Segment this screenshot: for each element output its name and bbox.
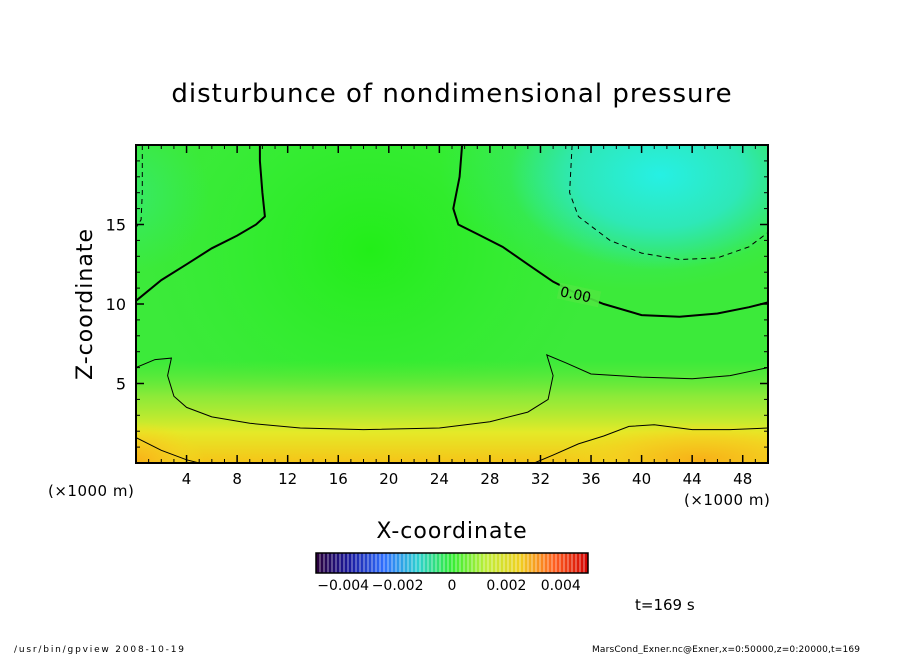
x-axis-label: X-coordinate <box>376 519 527 544</box>
field-negative-core <box>510 145 768 270</box>
x-unit-right: (×1000 m) <box>684 491 770 509</box>
field-hot-left <box>136 422 205 463</box>
time-label: t=169 s <box>635 596 695 614</box>
x-tick-label: 16 <box>329 470 348 488</box>
x-tick-label: 24 <box>430 470 449 488</box>
colorbar-tick-labels: −0.004 −0.002 0 0.002 0.004 <box>317 578 581 594</box>
colorbar-tick-label: 0.002 <box>486 578 526 594</box>
y-tick-label: 5 <box>116 375 126 394</box>
colorbar-tick-label: 0.004 <box>541 578 581 594</box>
x-unit-left: (×1000 m) <box>48 482 134 500</box>
contour-lines <box>136 145 768 463</box>
x-tick-label: 12 <box>278 470 297 488</box>
x-tick-label: 28 <box>480 470 499 488</box>
field-hot-right <box>560 422 768 463</box>
x-tick-label: 32 <box>531 470 550 488</box>
colorbar-frame <box>315 552 589 574</box>
plot-area: 0.00 <box>136 145 768 463</box>
contour-line <box>569 145 768 261</box>
contour-label: 0.00 <box>559 284 593 306</box>
x-tick-label: 4 <box>182 470 192 488</box>
x-tick-label: 48 <box>733 470 752 488</box>
x-tick-label: 36 <box>581 470 600 488</box>
contour-line <box>136 437 200 463</box>
colorbar-bins <box>319 553 585 573</box>
x-tick-label: 44 <box>683 470 702 488</box>
contour-line <box>136 145 266 302</box>
colorbar-tick-label: 0 <box>448 578 457 594</box>
colorbar: −0.004 −0.002 0 0.002 0.004 <box>315 552 589 594</box>
x-tick-label: 40 <box>632 470 651 488</box>
colorbar-tick-label: −0.004 <box>317 578 369 594</box>
field-left-halo <box>136 145 210 274</box>
y-axis-label: Z-coordinate <box>73 228 98 380</box>
x-tick-label: 20 <box>379 470 398 488</box>
footer-right: MarsCond_Exner.nc@Exner,x=0:50000,z=0:20… <box>592 645 860 654</box>
y-tick-label: 10 <box>106 295 126 314</box>
contour-line <box>452 145 768 318</box>
y-tick-label: 15 <box>106 216 126 235</box>
x-tick-label: 8 <box>232 470 242 488</box>
contour-line <box>136 354 768 431</box>
chart-title: disturbunce of nondimensional pressure <box>171 79 732 109</box>
colorbar-tick-label: −0.002 <box>372 578 424 594</box>
contour-line <box>534 424 768 463</box>
contour-label-bg <box>556 282 602 308</box>
footer-left: /usr/bin/gpview 2008-10-19 <box>14 645 184 654</box>
